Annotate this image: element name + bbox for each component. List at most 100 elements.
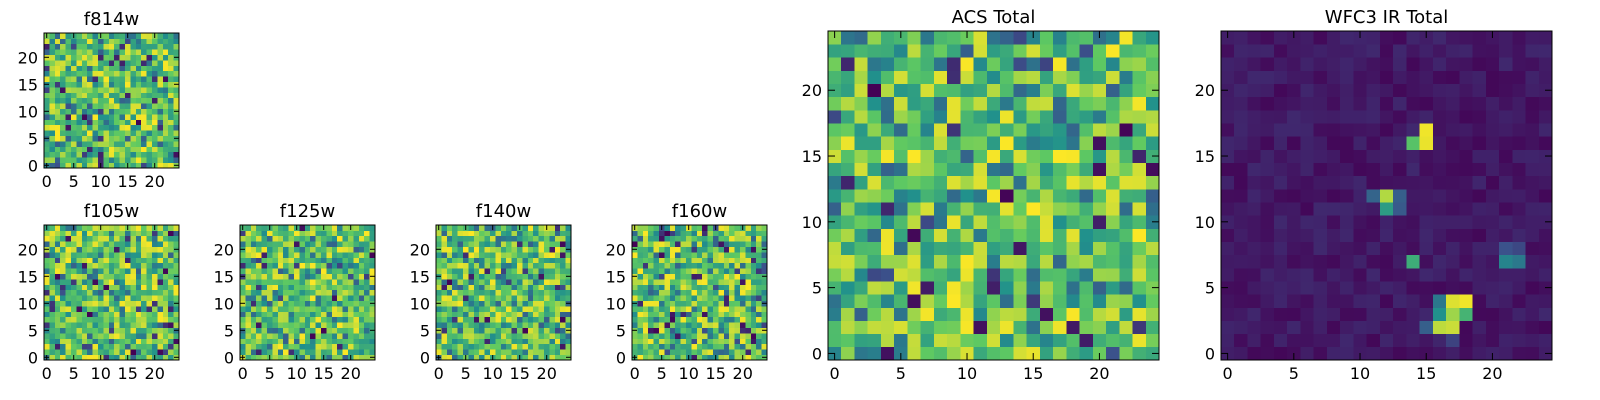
acs-total-pixel <box>960 307 975 321</box>
f105w-ytick-label: 15 <box>18 267 38 286</box>
wfc3-ir-total-pixel <box>1499 136 1513 150</box>
f105w-pixel <box>135 300 142 307</box>
wfc3-ir-total-pixel <box>1366 57 1381 71</box>
f125w-pixel <box>283 273 289 280</box>
wfc3-ir-total-pixel <box>1300 149 1315 163</box>
f140w-pixel <box>554 322 561 328</box>
f160w-pixel <box>669 333 676 339</box>
f140w-pixel <box>457 289 464 296</box>
acs-total-pixel <box>1145 70 1160 85</box>
f125w-pixel <box>364 338 370 345</box>
f814w-pixel <box>81 43 88 50</box>
f814w-pixel <box>157 157 164 163</box>
f160w-pixel <box>659 273 665 280</box>
f105w-pixel <box>119 235 126 242</box>
f814w-pixel <box>114 49 120 55</box>
f125w-pixel <box>277 316 284 323</box>
f160w-pixel <box>723 235 730 242</box>
f125w-pixel <box>277 333 284 339</box>
f160w-pixel <box>653 349 660 355</box>
acs-total-title: ACS Total <box>952 7 1036 28</box>
acs-total-pixel <box>973 281 988 295</box>
acs-total-ytick-label: 10 <box>802 213 822 232</box>
wfc3-ir-total-pixel <box>1499 307 1513 321</box>
f140w-pixel <box>533 268 539 274</box>
f140w-pixel <box>479 349 485 355</box>
f140w-pixel <box>544 262 550 269</box>
f160w-pixel <box>723 268 730 274</box>
f160w-pixel <box>729 327 735 334</box>
f125w-pixel <box>304 235 311 242</box>
f814w-pixel <box>125 81 131 88</box>
acs-total-pixel <box>867 175 882 190</box>
acs-total-pixel <box>867 307 882 321</box>
f140w-pixel <box>500 338 507 345</box>
f105w-pixel <box>168 295 174 301</box>
f125w-pixel <box>277 273 284 280</box>
acs-total-pixel <box>1145 136 1160 150</box>
f140w-pixel <box>560 295 566 301</box>
f125w-pixel <box>288 327 295 334</box>
f105w-pixel <box>157 241 164 247</box>
f140w-pixel <box>549 241 556 247</box>
wfc3-ir-total-pixel <box>1393 346 1407 361</box>
f105w-pixel <box>114 235 120 242</box>
acs-total-pixel <box>1039 96 1054 111</box>
f814w-pixel <box>157 60 164 66</box>
acs-total-pixel <box>1053 320 1067 335</box>
f105w-pixel <box>130 327 137 334</box>
f814w-pixel <box>114 97 120 104</box>
f105w-pixel <box>173 241 180 247</box>
f140w-pixel <box>468 354 475 361</box>
f814w-xtick-label: 20 <box>145 172 165 191</box>
f140w-pixel <box>457 327 464 334</box>
f814w-pixel <box>119 33 126 39</box>
acs-total-pixel <box>1000 175 1014 190</box>
wfc3-ir-total-pixel <box>1247 175 1262 190</box>
f105w-pixel <box>157 273 164 280</box>
f105w-pixel <box>162 300 169 307</box>
f140w-pixel <box>452 295 458 301</box>
f125w-pixel <box>299 295 306 301</box>
f814w-pixel <box>162 119 169 126</box>
f105w-pixel <box>44 230 50 237</box>
f105w-pixel <box>65 333 72 339</box>
f160w-pixel <box>756 257 762 264</box>
f140w-pixel <box>549 316 556 323</box>
f814w-pixel <box>44 130 50 136</box>
wfc3-ir-total-xtick-label: 5 <box>1289 364 1299 383</box>
f140w-pixel <box>479 333 485 339</box>
acs-total-pixel <box>1013 83 1027 98</box>
f105w-pixel <box>146 300 153 307</box>
f160w-ytick-label: 15 <box>606 267 626 286</box>
f160w-pixel <box>664 306 671 312</box>
f105w-pixel <box>114 284 120 291</box>
f105w-pixel <box>87 354 93 361</box>
f105w-pixel <box>119 354 126 361</box>
f814w-pixel <box>103 81 110 88</box>
f105w-pixel <box>130 268 137 274</box>
wfc3-ir-total-pixel <box>1512 346 1526 361</box>
f160w-pixel <box>675 306 681 312</box>
f814w-pixel <box>119 135 126 142</box>
f160w-pixel <box>691 252 698 258</box>
f125w-pixel <box>326 295 333 301</box>
wfc3-ir-total-pixel <box>1393 215 1407 229</box>
acs-total-pixel <box>1079 70 1094 85</box>
f125w-pixel <box>326 322 333 328</box>
f140w-pixel <box>446 235 453 242</box>
f160w-pixel <box>675 343 681 350</box>
f814w-pixel <box>65 43 72 50</box>
wfc3-ir-total-pixel <box>1432 70 1447 85</box>
acs-total-pixel <box>1119 202 1133 216</box>
f140w-pixel <box>473 273 480 280</box>
f814w-pixel <box>44 124 50 131</box>
f160w-pixel <box>653 316 660 323</box>
f140w-pixel <box>484 343 491 350</box>
f814w-pixel <box>130 146 137 153</box>
f105w-pixel <box>65 284 72 291</box>
f125w-pixel <box>342 246 349 253</box>
f105w-pixel <box>98 300 104 307</box>
f160w-pixel <box>675 338 681 345</box>
acs-total-pixel <box>973 123 988 137</box>
